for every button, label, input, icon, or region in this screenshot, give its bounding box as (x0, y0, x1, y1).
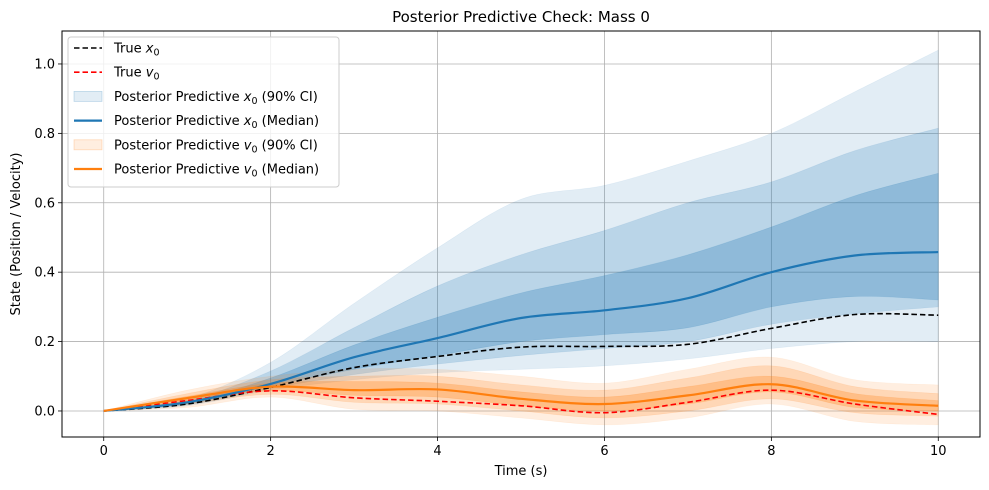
legend-box (67, 36, 340, 188)
legend-label: True x0 (113, 42, 160, 59)
x_ci-band-0 (103, 49, 939, 412)
y-tick-label: 0.2 (34, 335, 55, 350)
series-lines (103, 250, 939, 416)
true_x-line (103, 312, 939, 412)
x-tick-label: 8 (767, 444, 775, 459)
legend-label: Posterior Predictive x0 (90% CI) (114, 90, 318, 107)
legend-entry-v_ci: Posterior Predictive v0 (90% CI) (73, 138, 318, 155)
legend-entry-x_ci: Posterior Predictive x0 (90% CI) (73, 90, 318, 107)
x-tick-label: 0 (100, 444, 108, 459)
legend-swatch (73, 91, 103, 102)
y-tick-label: 0.4 (34, 266, 55, 281)
x-tick-label: 6 (600, 444, 608, 459)
x_ci-band-2 (103, 172, 939, 412)
y-tick-label: 0.8 (34, 127, 55, 142)
chart-title: Posterior Predictive Check: Mass 0 (392, 8, 650, 26)
x_ci-band-1 (103, 127, 939, 412)
x-axis-label: Time (s) (494, 464, 548, 479)
x-tick-label: 10 (930, 444, 947, 459)
plot-frame (61, 30, 981, 438)
y-tick-label: 1.0 (34, 57, 55, 72)
legend-entry-v_median: Posterior Predictive v0 (Median) (74, 163, 319, 180)
legend-label: True v0 (113, 66, 160, 83)
legend-swatch (73, 139, 103, 151)
legend-entry-true_v: True v0 (74, 66, 160, 83)
legend-label: Posterior Predictive v0 (90% CI) (114, 138, 318, 155)
axis-ticks: 0 2 4 6 8 10 0.0 0.2 0.4 0.6 0.8 1.0 (34, 57, 946, 459)
y-tick-label: 0.6 (34, 196, 55, 211)
y-axis-label: State (Position / Velocity) (9, 153, 24, 316)
legend-label: Posterior Predictive v0 (Median) (114, 163, 319, 180)
x-tick-label: 4 (433, 444, 441, 459)
x_median-line (103, 250, 939, 413)
legend-label: Posterior Predictive x0 (Median) (114, 114, 319, 131)
y-tick-label: 0.0 (34, 404, 55, 419)
x-tick-label: 2 (266, 444, 274, 459)
v_median-line (103, 383, 939, 413)
legend-entry-true_x: True x0 (74, 42, 160, 59)
true_v-line (103, 389, 939, 416)
legend-entry-x_median: Posterior Predictive x0 (Median) (74, 114, 319, 131)
legend: True x0 True v0 Posterior Predictive x0 (9… (67, 36, 340, 188)
